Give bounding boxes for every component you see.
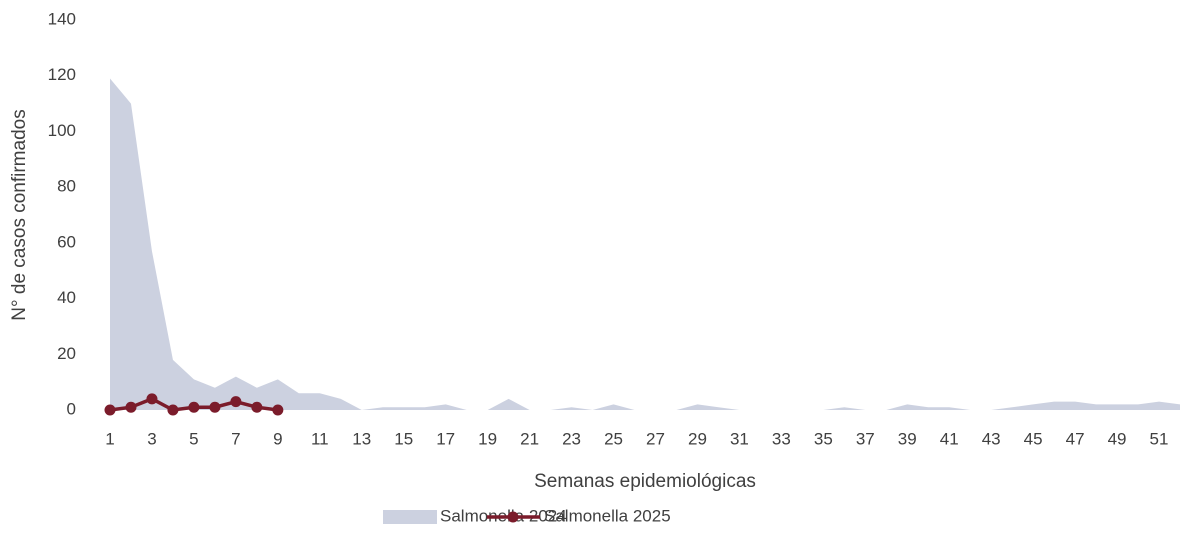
y-tick-label: 20 <box>57 344 76 363</box>
y-tick-label: 120 <box>48 65 76 84</box>
x-tick-label: 25 <box>604 429 623 448</box>
marker <box>167 404 179 416</box>
x-tick-label: 43 <box>982 429 1001 448</box>
x-tick-label: 39 <box>898 429 917 448</box>
legend-label: Salmonella 2025 <box>544 506 671 525</box>
y-tick-label: 40 <box>57 288 76 307</box>
y-axis-title: N° de casos confirmados <box>9 109 30 320</box>
x-tick-label: 11 <box>311 429 329 448</box>
x-tick-label: 37 <box>856 429 875 448</box>
x-tick-label: 45 <box>1024 429 1043 448</box>
x-tick-label: 9 <box>273 429 282 448</box>
x-tick-label: 19 <box>478 429 497 448</box>
marker <box>188 401 200 413</box>
y-tick-label: 80 <box>57 177 76 196</box>
x-tick-label: 13 <box>352 429 371 448</box>
marker <box>125 401 137 413</box>
legend-swatch <box>383 510 437 524</box>
marker <box>104 404 116 416</box>
x-tick-label: 27 <box>646 429 665 448</box>
x-tick-label: 31 <box>730 429 749 448</box>
x-tick-label: 21 <box>520 429 539 448</box>
x-tick-label: 51 <box>1150 429 1169 448</box>
x-tick-label: 1 <box>105 429 114 448</box>
x-tick-label: 49 <box>1108 429 1127 448</box>
x-tick-label: 17 <box>436 429 455 448</box>
x-tick-label: 3 <box>147 429 156 448</box>
marker <box>146 393 158 405</box>
x-tick-label: 47 <box>1066 429 1085 448</box>
legend-swatch <box>507 511 519 523</box>
y-tick-label: 60 <box>57 232 76 251</box>
y-tick-label: 140 <box>48 9 76 28</box>
x-tick-label: 23 <box>562 429 581 448</box>
x-tick-label: 5 <box>189 429 198 448</box>
marker <box>251 401 263 413</box>
marker <box>209 401 221 413</box>
x-tick-label: 41 <box>940 429 959 448</box>
marker <box>230 396 242 408</box>
area <box>110 78 1180 410</box>
x-tick-label: 35 <box>814 429 833 448</box>
x-tick-label: 33 <box>772 429 791 448</box>
x-axis-title: Semanas epidemiológicas <box>534 471 756 492</box>
x-tick-label: 15 <box>394 429 413 448</box>
marker <box>272 404 284 416</box>
x-tick-label: 29 <box>688 429 707 448</box>
x-tick-label: 7 <box>231 429 240 448</box>
y-tick-label: 100 <box>48 121 76 140</box>
y-tick-label: 0 <box>67 399 76 418</box>
